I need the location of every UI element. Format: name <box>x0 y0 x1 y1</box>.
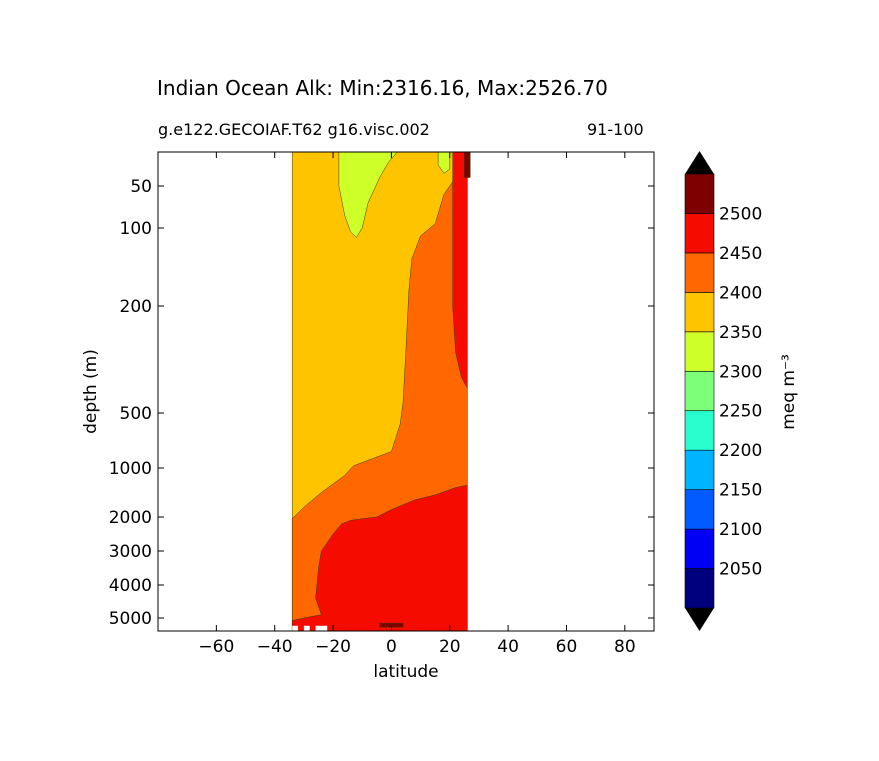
x-axis-label: latitude <box>373 662 438 682</box>
y-tick-label: 3000 <box>109 542 152 562</box>
colorbar-tick-label: 2500 <box>719 204 762 224</box>
x-tick-label: −20 <box>315 637 351 657</box>
chart-subtitle-years: 91-100 <box>587 120 644 139</box>
region-2450-2500 <box>291 484 468 632</box>
colorbar-tick-label: 2050 <box>719 560 762 580</box>
colorbar-tick-label: 2100 <box>719 520 762 540</box>
region-2500-north <box>464 151 471 178</box>
y-tick-label: 200 <box>120 297 152 317</box>
y-tick-label: 50 <box>130 177 152 197</box>
colorbar-band <box>684 449 715 490</box>
no-data-notch <box>303 625 310 631</box>
y-tick-label: 1000 <box>109 459 152 479</box>
colorbar-tick-label: 2200 <box>719 441 762 461</box>
colorbar-tick-label: 2300 <box>719 362 762 382</box>
axes: −60 −40 −20 0 20 40 60 80 50 100 200 500 1000 2000 300… <box>81 151 655 682</box>
colorbar-label: meq m⁻³ <box>779 354 799 430</box>
colorbar-tick-label: 2150 <box>719 481 762 501</box>
colorbar-band <box>684 410 715 451</box>
colorbar-tick-label: 2350 <box>719 323 762 343</box>
y-tick-label: 500 <box>120 404 152 424</box>
chart-subtitle-run: g.e122.GECOIAF.T62 g16.visc.002 <box>158 120 430 139</box>
y-tick-label: 5000 <box>109 609 152 629</box>
region-2300-2350-lens <box>338 151 398 238</box>
colorbar-band <box>684 370 715 412</box>
x-tick-label: −60 <box>198 637 234 657</box>
colorbar-extend-low <box>685 608 714 631</box>
colorbar-band <box>684 292 715 333</box>
chart-title: Indian Ocean Alk: Min:2316.16, Max:2526.… <box>157 76 608 100</box>
colorbar-tick-label: 2450 <box>719 244 762 264</box>
colorbar-extend-high <box>685 151 714 174</box>
y-tick-label: 2000 <box>109 508 152 528</box>
x-tick-label: 40 <box>497 637 519 657</box>
colorbar-band <box>684 213 715 254</box>
colorbar-band <box>684 568 715 609</box>
colorbar-band <box>684 489 715 530</box>
colorbar-band <box>684 173 715 214</box>
x-tick-label: 80 <box>614 637 636 657</box>
x-tick-label: 0 <box>386 637 397 657</box>
y-tick-label: 4000 <box>109 576 152 596</box>
colorbar-band <box>684 331 715 372</box>
x-tick-label: 60 <box>556 637 578 657</box>
plot-area <box>291 151 471 632</box>
x-tick-label: −40 <box>257 637 293 657</box>
colorbar: 2050 2100 2150 2200 2250 2300 2350 2400 2450 2500… <box>684 151 799 631</box>
no-data-notch <box>315 625 328 631</box>
y-axis-label: depth (m) <box>81 349 101 434</box>
y-tick-label: 100 <box>120 219 152 239</box>
colorbar-band <box>684 528 715 569</box>
no-data-notch <box>292 625 299 631</box>
colorbar-band <box>684 252 715 293</box>
region-northern-strip <box>452 151 468 389</box>
x-tick-label: 20 <box>439 637 461 657</box>
colorbar-tick-label: 2250 <box>719 402 762 422</box>
plot-frame <box>157 151 655 632</box>
colorbar-tick-label: 2400 <box>719 283 762 303</box>
